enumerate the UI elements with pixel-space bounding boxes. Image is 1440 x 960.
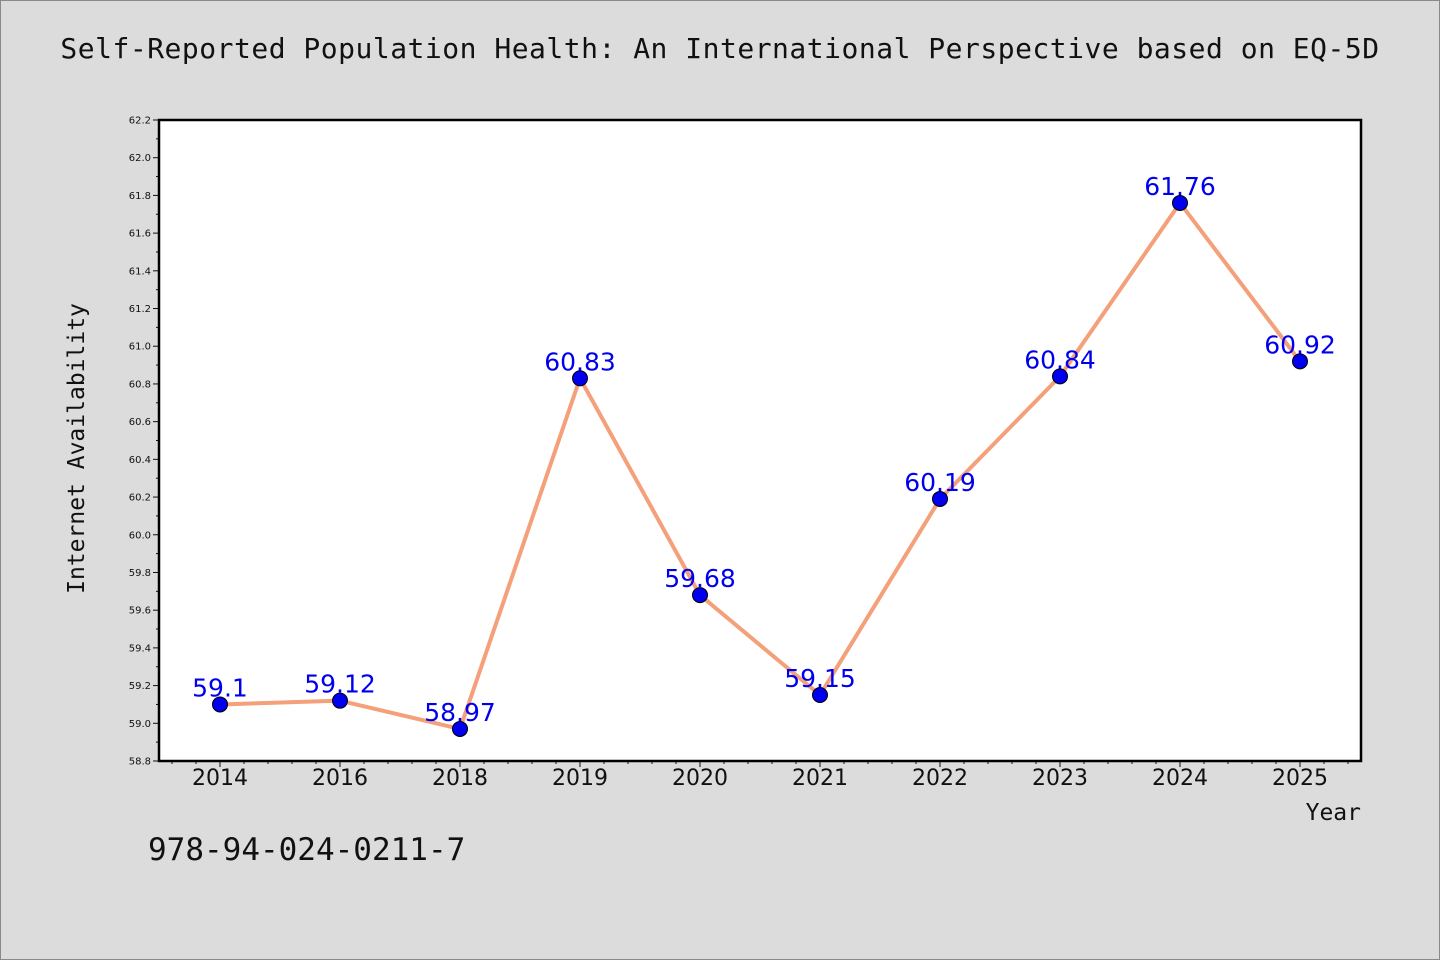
data-point [572, 370, 588, 387]
data-point [212, 696, 228, 713]
plot-area [159, 120, 1361, 761]
data-label: 60.19 [904, 468, 976, 497]
data-label: 61.76 [1144, 172, 1216, 201]
y-tick-label: 60.8 [129, 379, 151, 390]
x-axis-title: Year [1306, 800, 1361, 826]
plot-frame [157, 118, 1363, 763]
data-label: 59.12 [304, 670, 376, 699]
y-tick-label: 62.2 [129, 116, 151, 127]
x-tick-label: 2018 [432, 766, 488, 791]
data-label: 59.1 [192, 673, 248, 702]
x-tick-label: 2016 [312, 766, 368, 791]
x-tick-label: 2023 [1032, 766, 1088, 791]
y-tick-label: 61.4 [129, 266, 151, 277]
data-label: 59.68 [664, 564, 736, 593]
data-point [1292, 353, 1308, 370]
data-label: 60.92 [1264, 330, 1336, 359]
y-tick-label: 61.2 [129, 304, 151, 315]
y-tick-label: 59.8 [129, 568, 151, 579]
y-tick-label: 59.4 [129, 643, 151, 654]
data-point [692, 587, 708, 604]
data-point [1052, 368, 1068, 385]
y-tick-label: 59.2 [129, 681, 151, 692]
x-tick-label: 2019 [552, 766, 608, 791]
y-tick-label: 61.0 [129, 342, 151, 353]
y-tick-label: 60.0 [129, 530, 151, 541]
y-tick-label: 59.6 [129, 606, 151, 617]
y-tick-label: 60.2 [129, 493, 151, 504]
data-point [932, 490, 948, 507]
y-tick-label: 61.6 [129, 229, 151, 240]
data-point [332, 692, 348, 709]
y-tick-label: 59.0 [129, 719, 151, 730]
data-point [812, 687, 828, 704]
data-label: 58.97 [424, 698, 496, 727]
y-tick-label: 62.0 [129, 153, 151, 164]
x-tick-label: 2014 [192, 766, 248, 791]
x-tick-label: 2025 [1272, 766, 1328, 791]
y-tick-label: 61.8 [129, 191, 151, 202]
data-point [1172, 194, 1188, 211]
chart-title: Self-Reported Population Health: An Inte… [60, 32, 1380, 65]
data-point [452, 720, 468, 737]
x-tick-label: 2024 [1152, 766, 1208, 791]
y-tick-label: 58.8 [129, 757, 151, 768]
data-label: 59.15 [784, 664, 856, 693]
y-axis-title: Internet Availability [64, 303, 90, 594]
isbn-label: 978-94-024-0211-7 [148, 832, 466, 868]
y-tick-label: 60.6 [129, 417, 151, 428]
series-line [218, 200, 1302, 731]
data-label: 60.84 [1024, 345, 1096, 374]
x-tick-label: 2021 [792, 766, 848, 791]
y-tick-label: 60.4 [129, 455, 151, 466]
x-tick-label: 2022 [912, 766, 968, 791]
data-label: 60.83 [544, 347, 616, 376]
x-tick-label: 2020 [672, 766, 728, 791]
